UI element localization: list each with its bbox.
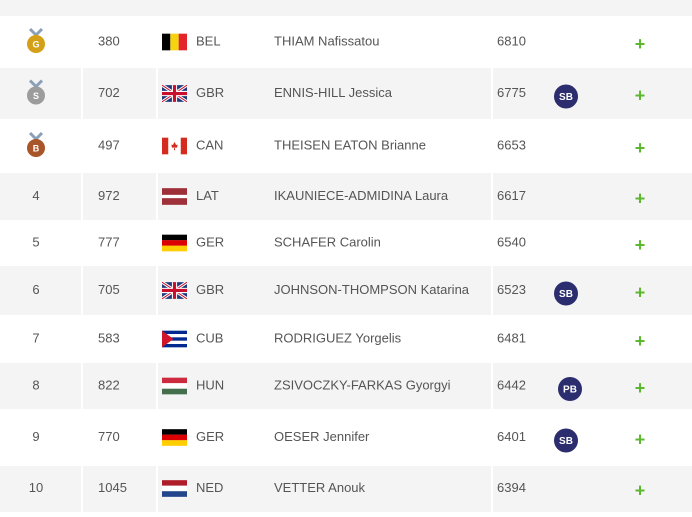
bib: 822 (98, 377, 120, 392)
athlete-name: SCHAFER Carolin (274, 234, 381, 249)
badge-label: SB (559, 289, 573, 300)
country: HUN (196, 377, 224, 392)
flag (162, 188, 187, 205)
score: 6442 (497, 377, 526, 392)
row-bg (0, 172, 692, 221)
flag (162, 85, 187, 102)
rank: 4 (32, 188, 39, 203)
country: CAN (196, 137, 223, 152)
expand-button[interactable]: + (635, 85, 646, 105)
row-bg (0, 465, 692, 512)
country: GER (196, 429, 224, 444)
rank: 10 (29, 480, 43, 495)
score: 6481 (497, 330, 526, 345)
country: GER (196, 234, 224, 249)
score: 6775 (497, 85, 526, 100)
medal-letter: B (33, 143, 40, 153)
score: 6394 (497, 480, 526, 495)
expand-button[interactable]: + (635, 282, 646, 302)
athlete-name: OESER Jennifer (274, 429, 370, 444)
expand-button[interactable]: + (635, 429, 646, 449)
bib: 583 (98, 330, 120, 345)
country: CUB (196, 330, 223, 345)
badge (554, 281, 578, 306)
row-bg (0, 17, 692, 67)
score: 6653 (497, 137, 526, 152)
badge (558, 377, 582, 401)
score: 6523 (497, 282, 526, 297)
badge-label: PB (563, 385, 577, 396)
bib: 705 (98, 282, 120, 297)
row-bg (0, 316, 692, 362)
flag (162, 330, 187, 348)
row-bg (0, 221, 692, 265)
country: LAT (196, 188, 219, 203)
medal-letter: G (32, 39, 39, 49)
header-strip (0, 0, 692, 17)
athlete-name: VETTER Anouk (274, 480, 366, 495)
bib: 497 (98, 137, 120, 152)
expand-button[interactable]: + (635, 378, 646, 398)
athlete-name: RODRIGUEZ Yorgelis (274, 330, 402, 345)
row-bg (0, 120, 692, 172)
country: BEL (196, 33, 221, 48)
rank: 7 (32, 330, 39, 345)
expand-button[interactable]: + (635, 480, 646, 500)
bib: 770 (98, 429, 120, 444)
flag (162, 33, 187, 51)
athlete-name: ZSIVOCZKY-FARKAS Gyorgyi (274, 377, 451, 392)
badge-label: SB (559, 92, 573, 103)
rank: 6 (32, 282, 39, 297)
medal: G (27, 27, 45, 53)
bib: 777 (98, 234, 120, 249)
bib: 972 (98, 188, 120, 203)
rank: 8 (32, 377, 39, 392)
flag (162, 377, 187, 395)
country: NED (196, 480, 223, 495)
score: 6540 (497, 234, 526, 249)
score: 6810 (497, 33, 526, 48)
expand-button[interactable]: + (635, 138, 646, 158)
rank: 9 (32, 429, 39, 444)
country: GBR (196, 282, 224, 297)
medal: B (27, 131, 45, 157)
expand-button[interactable]: + (635, 188, 646, 208)
medal-disc (27, 139, 45, 157)
medal: S (27, 79, 45, 105)
athlete-name: ENNIS-HILL Jessica (274, 85, 393, 100)
badge (554, 84, 578, 109)
bib: 380 (98, 33, 120, 48)
rank: 5 (32, 234, 39, 249)
flag (162, 480, 187, 497)
expand-button[interactable]: + (635, 34, 646, 54)
athlete-name: JOHNSON-THOMPSON Katarina (274, 282, 470, 297)
bib: 1045 (98, 480, 127, 495)
flag (162, 234, 187, 252)
badge-label: SB (559, 436, 573, 447)
flag (162, 282, 187, 299)
country: GBR (196, 85, 224, 100)
flag (162, 137, 187, 155)
bib: 702 (98, 85, 120, 100)
score: 6401 (497, 429, 526, 444)
badge (554, 428, 578, 453)
athlete-name: IKAUNIECE-ADMIDINA Laura (274, 188, 449, 203)
athlete-name: THEISEN EATON Brianne (274, 137, 426, 152)
flag (162, 429, 187, 446)
score: 6617 (497, 188, 526, 203)
medal-disc (27, 86, 45, 105)
medal-letter: S (33, 91, 39, 101)
athlete-name: THIAM Nafissatou (274, 33, 379, 48)
expand-button[interactable]: + (635, 331, 646, 351)
medal-disc (27, 35, 45, 53)
expand-button[interactable]: + (635, 235, 646, 255)
